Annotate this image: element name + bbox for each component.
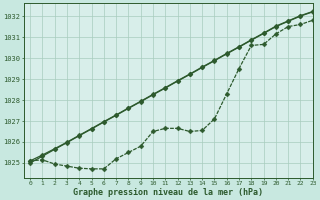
X-axis label: Graphe pression niveau de la mer (hPa): Graphe pression niveau de la mer (hPa): [73, 188, 263, 197]
